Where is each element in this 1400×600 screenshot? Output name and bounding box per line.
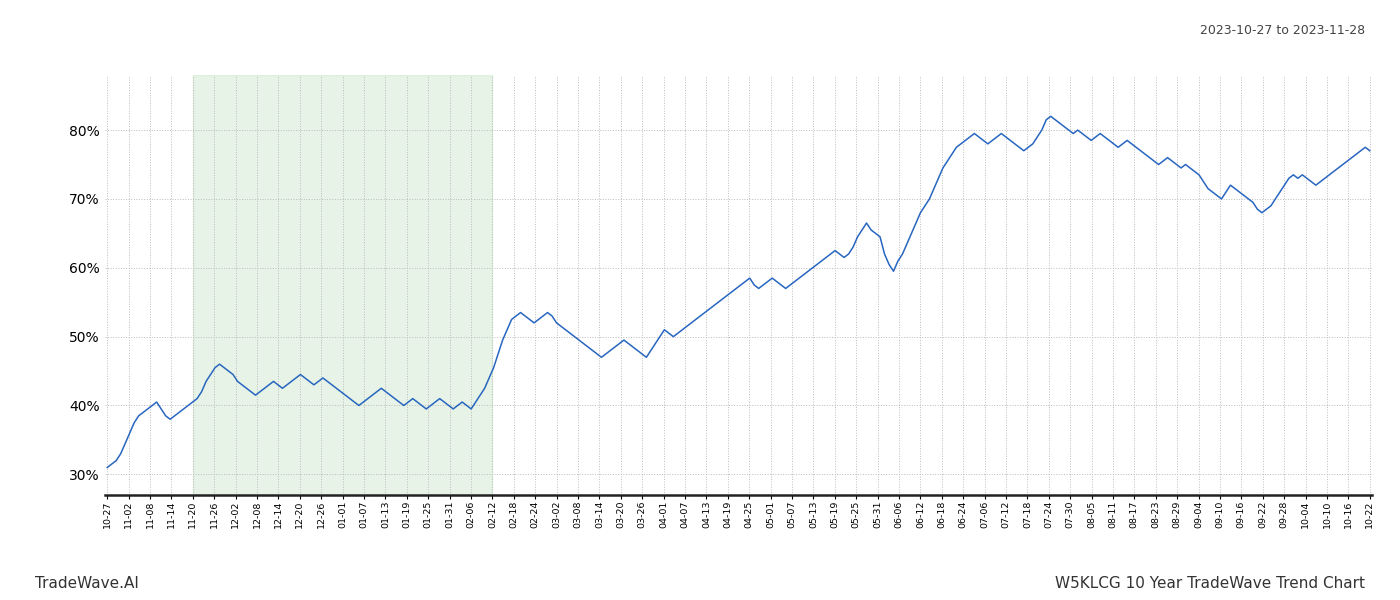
Text: TradeWave.AI: TradeWave.AI — [35, 576, 139, 591]
Bar — [193, 75, 493, 495]
Text: W5KLCG 10 Year TradeWave Trend Chart: W5KLCG 10 Year TradeWave Trend Chart — [1056, 576, 1365, 591]
Text: 2023-10-27 to 2023-11-28: 2023-10-27 to 2023-11-28 — [1200, 24, 1365, 37]
